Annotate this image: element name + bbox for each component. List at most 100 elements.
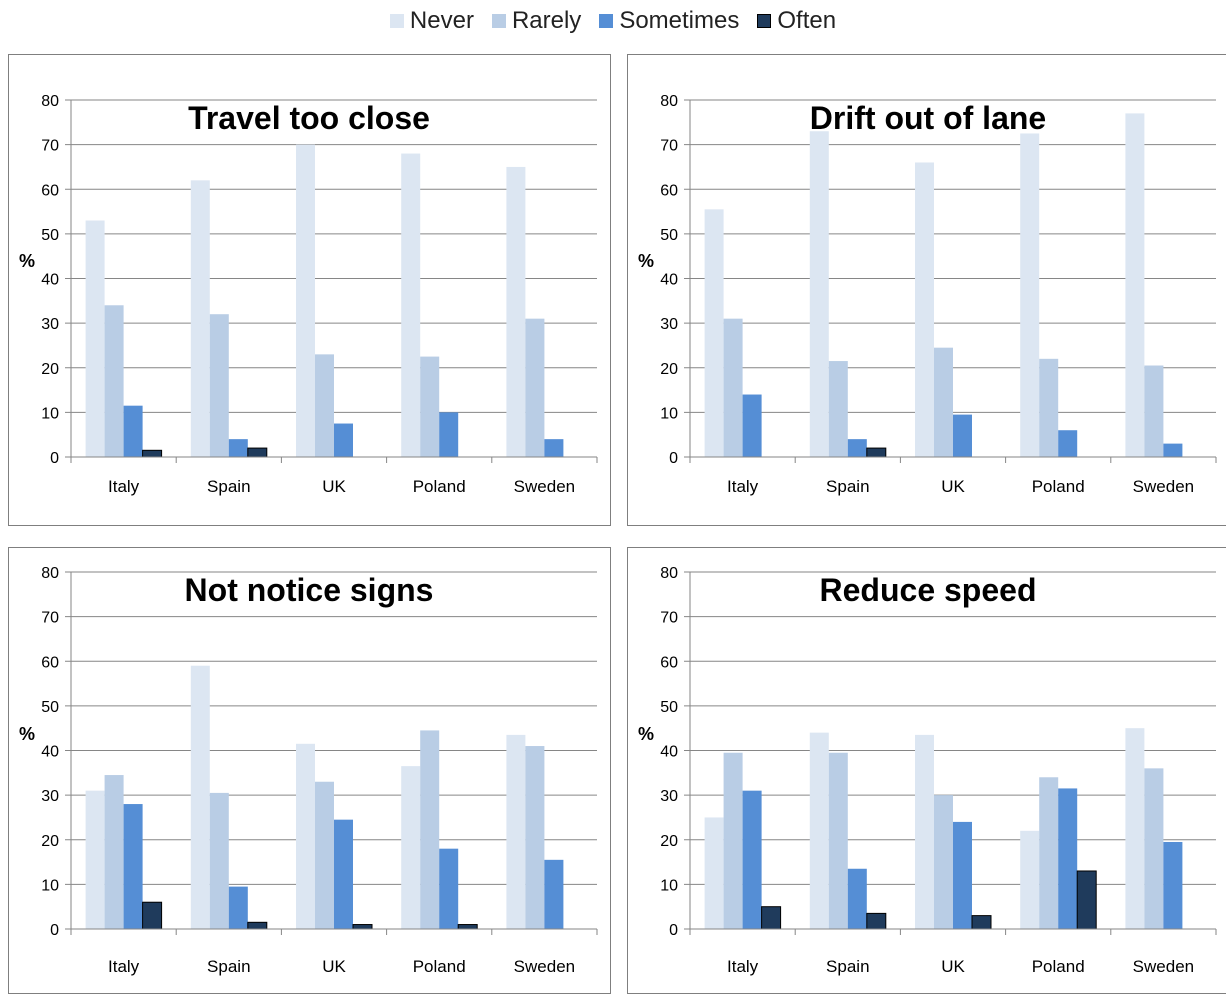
bar-often-italy <box>761 906 782 930</box>
bar-rarely-poland <box>420 356 440 457</box>
chart-svg-travel-too-close: 0 10 20 30 40 50 60 70 80 Italy Spain UK Poland Swede… <box>19 93 598 496</box>
x-tick-label-spain: Spain <box>207 957 250 976</box>
bar-rarely-sweden <box>1144 365 1164 457</box>
y-tick-label: 50 <box>660 699 678 716</box>
y-tick-label: 10 <box>660 405 678 422</box>
y-tick-label: 10 <box>41 405 59 422</box>
legend-item-sometimes: Sometimes <box>599 7 739 35</box>
x-tick-label-poland: Poland <box>1032 957 1085 976</box>
y-tick-label: 20 <box>660 833 678 850</box>
bar-often-spain <box>247 921 268 930</box>
x-tick-label-italy: Italy <box>727 477 759 496</box>
bar-never-spain <box>809 732 829 929</box>
y-tick-label: 50 <box>660 227 678 244</box>
y-tick-label: 0 <box>50 922 59 939</box>
bar-rarely-poland <box>1039 358 1059 457</box>
bar-sometimes-uk <box>953 821 972 929</box>
y-tick-label: 80 <box>41 93 59 110</box>
bar-never-spain <box>809 131 829 458</box>
bar-often-poland <box>457 924 478 930</box>
bar-rarely-spain <box>828 361 848 457</box>
y-tick-label: 70 <box>41 138 59 155</box>
y-axis-label: % <box>638 724 654 744</box>
bar-sometimes-spain <box>228 439 248 457</box>
x-tick-label-sweden: Sweden <box>1133 957 1194 976</box>
legend-label-often: Often <box>777 7 837 34</box>
bar-sometimes-italy <box>742 394 762 457</box>
bar-sometimes-spain <box>847 868 867 929</box>
bar-sometimes-italy <box>742 790 762 929</box>
chart-svg-not-notice-signs: 0 10 20 30 40 50 60 70 80 Italy Spain UK Poland Swede… <box>19 565 598 976</box>
x-tick-label-italy: Italy <box>108 477 140 496</box>
bar-rarely-sweden <box>525 746 545 929</box>
legend-swatch-never <box>389 14 404 28</box>
y-tick-label: 70 <box>41 610 59 627</box>
legend-swatch-often <box>757 14 772 28</box>
bar-sometimes-poland <box>439 412 459 457</box>
bar-never-uk <box>915 734 934 929</box>
bar-rarely-spain <box>828 752 848 929</box>
legend-swatch-sometimes <box>599 14 614 28</box>
bar-often-uk <box>352 924 373 930</box>
bar-sometimes-poland <box>1058 788 1078 929</box>
bar-rarely-uk <box>315 781 334 929</box>
bar-rarely-uk <box>315 354 334 457</box>
bar-sometimes-italy <box>123 405 143 457</box>
y-tick-label: 30 <box>41 316 59 333</box>
bar-never-italy <box>704 209 724 457</box>
x-tick-label-uk: UK <box>322 957 346 976</box>
y-tick-label: 70 <box>660 610 678 627</box>
x-tick-label-spain: Spain <box>826 957 869 976</box>
bar-sometimes-uk <box>334 819 353 929</box>
bar-rarely-italy <box>723 318 743 457</box>
x-tick-label-uk: UK <box>322 477 346 496</box>
x-tick-label-uk: UK <box>941 957 965 976</box>
chart-svg-drift-out-of-lane: 0 10 20 30 40 50 60 70 80 Italy Spain UK Poland Swede… <box>638 93 1217 496</box>
x-tick-label-poland: Poland <box>1032 477 1085 496</box>
y-tick-label: 30 <box>41 788 59 805</box>
y-tick-label: 60 <box>660 182 678 199</box>
y-tick-label: 0 <box>50 450 59 467</box>
y-axis-label: % <box>638 251 654 271</box>
y-tick-label: 40 <box>41 272 59 289</box>
bar-rarely-spain <box>209 792 229 929</box>
y-tick-label: 60 <box>660 654 678 671</box>
y-tick-label: 10 <box>41 877 59 894</box>
x-tick-label-uk: UK <box>941 477 965 496</box>
x-tick-label-sweden: Sweden <box>514 477 575 496</box>
legend-item-often: Often <box>757 7 836 35</box>
y-tick-label: 40 <box>660 744 678 761</box>
bar-often-spain <box>866 447 887 458</box>
legend-label-sometimes: Sometimes <box>619 7 740 34</box>
bar-often-spain <box>866 912 887 930</box>
bar-never-uk <box>915 162 934 457</box>
bar-sometimes-spain <box>847 439 867 457</box>
y-tick-label: 80 <box>41 565 59 582</box>
y-tick-label: 50 <box>41 227 59 244</box>
bar-never-sweden <box>506 166 526 457</box>
x-tick-label-spain: Spain <box>826 477 869 496</box>
chart-panel-travel-too-close: 0 10 20 30 40 50 60 70 80 Italy Spain UK Poland Swede… <box>8 54 611 526</box>
bar-never-sweden <box>506 734 526 929</box>
bar-never-poland <box>401 766 421 929</box>
bar-never-sweden <box>1125 113 1145 457</box>
bar-sometimes-sweden <box>1163 841 1183 929</box>
x-tick-label-sweden: Sweden <box>514 957 575 976</box>
x-tick-label-spain: Spain <box>207 477 250 496</box>
bar-rarely-uk <box>934 795 953 929</box>
bar-sometimes-sweden <box>1163 443 1183 457</box>
chart-panel-not-notice-signs: 0 10 20 30 40 50 60 70 80 Italy Spain UK Poland Swede… <box>8 547 611 994</box>
y-tick-label: 70 <box>660 138 678 155</box>
x-tick-label-italy: Italy <box>108 957 140 976</box>
bar-rarely-poland <box>420 730 440 929</box>
bar-often-italy <box>142 901 163 930</box>
y-tick-label: 0 <box>669 450 678 467</box>
chart-panel-drift-out-of-lane: 0 10 20 30 40 50 60 70 80 Italy Spain UK Poland Swede… <box>627 54 1226 526</box>
legend-item-never: Never <box>389 7 474 35</box>
bar-often-italy <box>142 449 163 458</box>
x-tick-label-poland: Poland <box>413 477 466 496</box>
y-tick-label: 20 <box>660 361 678 378</box>
y-tick-label: 40 <box>41 744 59 761</box>
chart-title-travel-too-close: Travel too close <box>188 100 430 136</box>
bar-rarely-sweden <box>1144 768 1164 929</box>
